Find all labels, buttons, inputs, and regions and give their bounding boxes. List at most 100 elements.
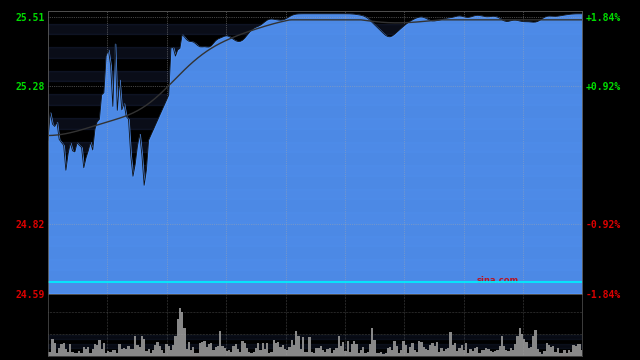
- Bar: [90, 353, 92, 356]
- Bar: [196, 353, 199, 356]
- Bar: [219, 331, 221, 356]
- Bar: [58, 348, 60, 356]
- Bar: [554, 352, 557, 356]
- Bar: [527, 348, 530, 356]
- Bar: [235, 345, 237, 356]
- Bar: [48, 212, 582, 223]
- Bar: [190, 350, 192, 356]
- Bar: [559, 353, 561, 356]
- Bar: [217, 346, 219, 356]
- Bar: [380, 352, 382, 356]
- Bar: [490, 351, 492, 356]
- Bar: [335, 348, 337, 356]
- Bar: [51, 339, 54, 356]
- Bar: [326, 349, 328, 356]
- Bar: [579, 344, 581, 356]
- Bar: [340, 346, 342, 356]
- Bar: [307, 352, 308, 356]
- Bar: [413, 350, 416, 356]
- Bar: [48, 189, 582, 199]
- Bar: [67, 352, 69, 356]
- Bar: [130, 349, 132, 356]
- Bar: [407, 353, 409, 356]
- Bar: [48, 141, 582, 152]
- Bar: [138, 347, 141, 356]
- Bar: [63, 343, 65, 356]
- Bar: [250, 352, 253, 356]
- Bar: [539, 352, 541, 356]
- Bar: [280, 347, 282, 356]
- Bar: [300, 349, 302, 356]
- Bar: [150, 353, 152, 356]
- Bar: [195, 353, 196, 356]
- Bar: [479, 353, 481, 356]
- Bar: [65, 349, 67, 356]
- Bar: [387, 348, 389, 356]
- Bar: [48, 118, 582, 129]
- Bar: [78, 351, 81, 356]
- Bar: [512, 350, 514, 356]
- Bar: [344, 351, 346, 356]
- Bar: [358, 353, 360, 356]
- Bar: [291, 341, 293, 356]
- Bar: [257, 343, 259, 356]
- Bar: [467, 353, 470, 356]
- Bar: [48, 335, 582, 339]
- Bar: [293, 345, 295, 356]
- Bar: [518, 328, 521, 356]
- Bar: [156, 342, 159, 356]
- Bar: [391, 350, 394, 356]
- Bar: [47, 352, 49, 356]
- Bar: [420, 342, 422, 356]
- Bar: [72, 352, 74, 356]
- Bar: [409, 347, 412, 356]
- Bar: [85, 349, 87, 356]
- Bar: [108, 351, 109, 356]
- Bar: [523, 338, 525, 356]
- Bar: [476, 347, 479, 356]
- Bar: [543, 351, 545, 356]
- Bar: [427, 350, 429, 356]
- Bar: [154, 345, 156, 356]
- Bar: [60, 344, 63, 356]
- Bar: [201, 342, 204, 356]
- Bar: [536, 349, 539, 356]
- Bar: [434, 346, 436, 356]
- Bar: [581, 350, 584, 356]
- Bar: [244, 343, 246, 356]
- Bar: [337, 337, 340, 356]
- Bar: [418, 341, 420, 356]
- Bar: [48, 94, 582, 105]
- Bar: [412, 342, 413, 356]
- Bar: [273, 340, 275, 356]
- Bar: [452, 346, 454, 356]
- Bar: [548, 346, 550, 356]
- Bar: [481, 350, 483, 356]
- Bar: [163, 353, 165, 356]
- Bar: [342, 342, 344, 356]
- Bar: [367, 352, 369, 356]
- Bar: [87, 347, 90, 356]
- Bar: [147, 349, 150, 356]
- Bar: [221, 346, 223, 356]
- Bar: [572, 345, 575, 356]
- Bar: [121, 349, 123, 356]
- Bar: [94, 344, 96, 356]
- Bar: [382, 354, 385, 356]
- Bar: [532, 336, 534, 356]
- Bar: [364, 354, 367, 356]
- Bar: [514, 344, 516, 356]
- Bar: [161, 350, 163, 356]
- Bar: [545, 343, 548, 356]
- Bar: [127, 346, 130, 356]
- Bar: [181, 312, 183, 356]
- Bar: [400, 350, 403, 356]
- Bar: [232, 346, 235, 356]
- Bar: [463, 350, 465, 356]
- Bar: [177, 319, 179, 356]
- Bar: [152, 350, 154, 356]
- Bar: [125, 348, 127, 356]
- Bar: [136, 345, 138, 356]
- Bar: [492, 352, 494, 356]
- Bar: [134, 336, 136, 356]
